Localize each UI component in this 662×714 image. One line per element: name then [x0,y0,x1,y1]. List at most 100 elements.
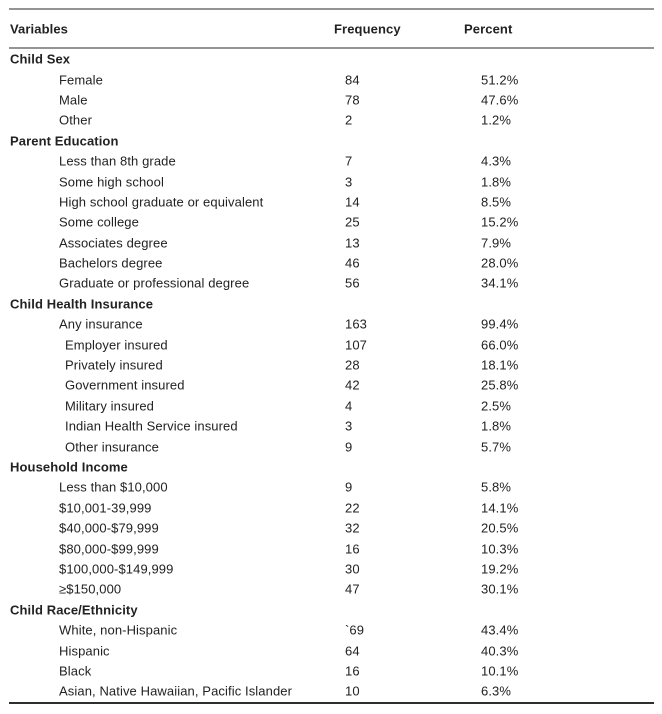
row-label: Privately insured [65,357,163,373]
row-label: White, non-Hispanic [59,622,178,638]
row-label: Employer insured [65,337,168,353]
row-frequency: `69 [345,622,365,638]
column-header-frequency: Frequency [334,21,401,36]
column-header-percent: Percent [464,21,513,36]
row-percent: 8.5% [481,194,512,210]
row-frequency: 9 [345,479,353,495]
row-frequency: 3 [345,174,353,190]
row-frequency: 56 [345,275,360,291]
table-row: Hispanic 64 40.3% [9,640,653,660]
table-body: Child Sex Female 84 51.2% Male 78 47.6% … [9,49,653,702]
section-header-row: Parent Education [9,131,653,151]
table-row: Some high school 3 1.8% [9,171,653,191]
table-row: Other 2 1.2% [9,110,653,130]
row-percent: 28.0% [481,255,519,271]
table-row: Asian, Native Hawaiian, Pacific Islander… [9,681,653,701]
row-frequency: 16 [345,663,360,679]
row-label: Military insured [65,398,155,414]
row-percent: 5.8% [481,479,512,495]
row-label: Any insurance [59,316,143,332]
row-percent: 6.3% [481,683,512,699]
section-header-row: Child Race/Ethnicity [9,600,653,620]
row-label: Less than 8th grade [59,153,176,169]
row-percent: 2.5% [481,398,512,414]
row-label: Some college [59,214,139,230]
row-percent: 99.4% [481,316,519,332]
table-row: $100,000-$149,999 30 19.2% [9,559,653,579]
section-title: Child Health Insurance [10,296,154,312]
table-row: Government insured 42 25.8% [9,375,653,395]
table-top-rule [9,8,654,10]
table-row: Female 84 51.2% [9,69,653,89]
row-label: Indian Health Service insured [65,418,238,434]
table-bottom-rule [9,701,654,704]
row-percent: 34.1% [481,275,519,291]
row-percent: 1.8% [481,418,512,434]
table-row: Indian Health Service insured 3 1.8% [9,416,653,436]
row-frequency: 30 [345,561,360,577]
section-title: Household Income [10,459,128,475]
row-frequency: 3 [345,418,353,434]
row-label: Other insurance [65,439,159,455]
table-row: Male 78 47.6% [9,90,653,110]
row-label: Hispanic [59,643,110,659]
row-percent: 19.2% [481,561,519,577]
row-label: Less than $10,000 [59,479,168,495]
section-header-row: Child Health Insurance [9,294,653,314]
row-label: $80,000-$99,999 [59,541,159,557]
section-title: Child Sex [10,51,71,67]
table-row: Military insured 4 2.5% [9,396,653,416]
row-percent: 30.1% [481,581,519,597]
table-header-row: Variables Frequency Percent [9,10,653,47]
table-row: $40,000-$79,999 32 20.5% [9,518,653,538]
row-frequency: 46 [345,255,360,271]
row-label: ≥$150,000 [59,581,122,597]
row-percent: 1.8% [481,174,512,190]
table-row: Employer insured 107 66.0% [9,334,653,354]
row-frequency: 25 [345,214,360,230]
row-frequency: 14 [345,194,360,210]
row-label: Other [59,112,93,128]
row-frequency: 42 [345,377,360,393]
table-row: Any insurance 163 99.4% [9,314,653,334]
table-row: Privately insured 28 18.1% [9,355,653,375]
table-row: Some college 25 15.2% [9,212,653,232]
column-header-variables: Variables [10,21,68,36]
row-percent: 1.2% [481,112,512,128]
row-percent: 51.2% [481,72,519,88]
row-label: $40,000-$79,999 [59,520,159,536]
row-percent: 43.4% [481,622,519,638]
row-frequency: 9 [345,439,353,455]
row-label: Black [59,663,92,679]
row-frequency: 84 [345,72,360,88]
row-frequency: 32 [345,520,360,536]
row-frequency: 10 [345,683,360,699]
row-label: Graduate or professional degree [59,275,250,291]
table-row: Less than $10,000 9 5.8% [9,477,653,497]
row-frequency: 22 [345,500,360,516]
row-frequency: 78 [345,92,360,108]
row-frequency: 163 [345,316,367,332]
table-row: Less than 8th grade 7 4.3% [9,151,653,171]
row-label: High school graduate or equivalent [59,194,264,210]
row-percent: 47.6% [481,92,519,108]
row-label: Asian, Native Hawaiian, Pacific Islander [59,683,293,699]
row-percent: 20.5% [481,520,519,536]
section-header-row: Child Sex [9,49,653,69]
table-row: $10,001-39,999 22 14.1% [9,498,653,518]
row-label: Government insured [65,377,185,393]
row-frequency: 4 [345,398,353,414]
row-percent: 10.1% [481,663,519,679]
row-percent: 10.3% [481,541,519,557]
row-percent: 7.9% [481,235,512,251]
row-frequency: 64 [345,643,360,659]
row-percent: 18.1% [481,357,519,373]
row-percent: 5.7% [481,439,512,455]
table-row: High school graduate or equivalent 14 8.… [9,192,653,212]
table-row: $80,000-$99,999 16 10.3% [9,538,653,558]
row-frequency: 28 [345,357,360,373]
row-frequency: 2 [345,112,353,128]
row-label: Bachelors degree [59,255,163,271]
row-frequency: 47 [345,581,360,597]
